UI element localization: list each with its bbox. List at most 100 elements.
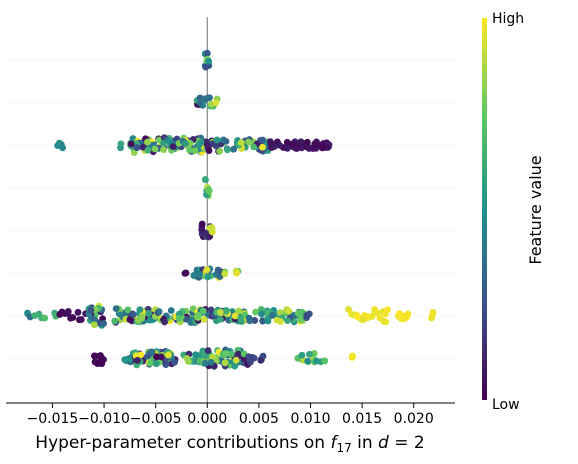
data-point (90, 352, 98, 360)
x-axis-label-middle: in (352, 433, 378, 453)
data-point (324, 144, 331, 151)
data-point (202, 63, 210, 71)
colorbar-low-label: Low (492, 397, 520, 413)
x-tick-label: 0.010 (290, 411, 330, 427)
data-point (186, 146, 193, 154)
data-point (87, 306, 95, 314)
data-point (216, 308, 224, 316)
data-point (348, 353, 356, 361)
data-point (203, 49, 211, 57)
data-point (148, 348, 156, 356)
data-point (304, 357, 312, 365)
data-point (371, 305, 378, 313)
x-axis-label-prefix: Hyper-parameter contributions on (35, 433, 330, 453)
x-axis-ticks: −0.015 −0.010 −0.005 0.000 0.005 0.010 0.015 0.… (27, 403, 434, 427)
colorbar (482, 18, 487, 400)
data-point (267, 141, 275, 149)
data-point (198, 220, 206, 228)
data-point (231, 362, 239, 370)
data-point (138, 313, 146, 321)
data-point (213, 136, 221, 144)
data-point (231, 312, 239, 320)
data-point (224, 146, 231, 154)
data-point (160, 146, 167, 154)
data-point (207, 359, 215, 366)
data-point (41, 314, 49, 322)
data-point (147, 359, 154, 367)
data-point (91, 316, 99, 324)
data-point (303, 311, 311, 319)
data-point (234, 350, 242, 358)
data-point (250, 143, 258, 151)
data-point (284, 317, 291, 325)
data-point (69, 314, 77, 321)
data-point (145, 310, 153, 317)
data-point (94, 360, 101, 367)
x-axis-label-suffix: = 2 (389, 433, 425, 453)
data-point (222, 137, 230, 145)
data-point (313, 357, 320, 365)
data-point (129, 311, 137, 318)
data-point (276, 141, 283, 149)
data-point (235, 307, 243, 315)
data-point (167, 307, 175, 314)
data-point (277, 318, 284, 325)
data-point (196, 270, 204, 278)
data-point (124, 306, 132, 314)
data-point (297, 316, 305, 324)
x-axis-label-d: d (378, 433, 389, 453)
data-point (298, 308, 306, 316)
data-point (127, 140, 135, 148)
data-point (185, 357, 192, 365)
data-point (164, 137, 172, 144)
data-point (221, 359, 229, 367)
data-point (64, 308, 72, 315)
data-point (77, 316, 85, 323)
data-point (289, 141, 297, 148)
data-point (212, 99, 220, 107)
data-point (230, 145, 238, 153)
data-point (303, 138, 311, 146)
data-point (153, 360, 160, 368)
data-point (354, 313, 362, 321)
data-point (171, 358, 178, 366)
data-point (175, 315, 183, 322)
data-point (126, 316, 134, 323)
data-point (202, 352, 210, 360)
data-point (245, 314, 253, 322)
data-point (182, 315, 190, 323)
data-point (198, 226, 206, 233)
data-point (311, 141, 319, 149)
data-point (264, 317, 272, 325)
data-point (161, 318, 168, 326)
data-points (24, 49, 437, 370)
data-point (121, 356, 129, 364)
data-point (199, 307, 207, 315)
data-point (237, 315, 244, 323)
data-point (100, 320, 108, 327)
data-point (112, 305, 120, 313)
data-point (232, 356, 240, 364)
data-point (258, 310, 265, 318)
data-point (257, 356, 265, 364)
colorbar-title: Feature value (526, 155, 545, 264)
data-point (182, 140, 189, 147)
data-point (276, 309, 284, 317)
data-point (206, 224, 214, 232)
data-point (197, 139, 205, 147)
data-point (134, 357, 141, 364)
data-point (247, 358, 254, 366)
x-tick-label: 0.000 (187, 411, 227, 427)
x-tick-label: −0.015 (27, 411, 79, 427)
data-point (268, 312, 276, 319)
data-point (216, 147, 224, 155)
data-point (298, 351, 306, 359)
data-point (144, 146, 152, 154)
data-point (429, 308, 437, 316)
x-tick-label: −0.005 (130, 411, 182, 427)
data-point (222, 307, 230, 315)
data-point (228, 350, 235, 358)
data-point (251, 317, 259, 324)
data-point (157, 353, 165, 361)
data-point (205, 57, 212, 65)
